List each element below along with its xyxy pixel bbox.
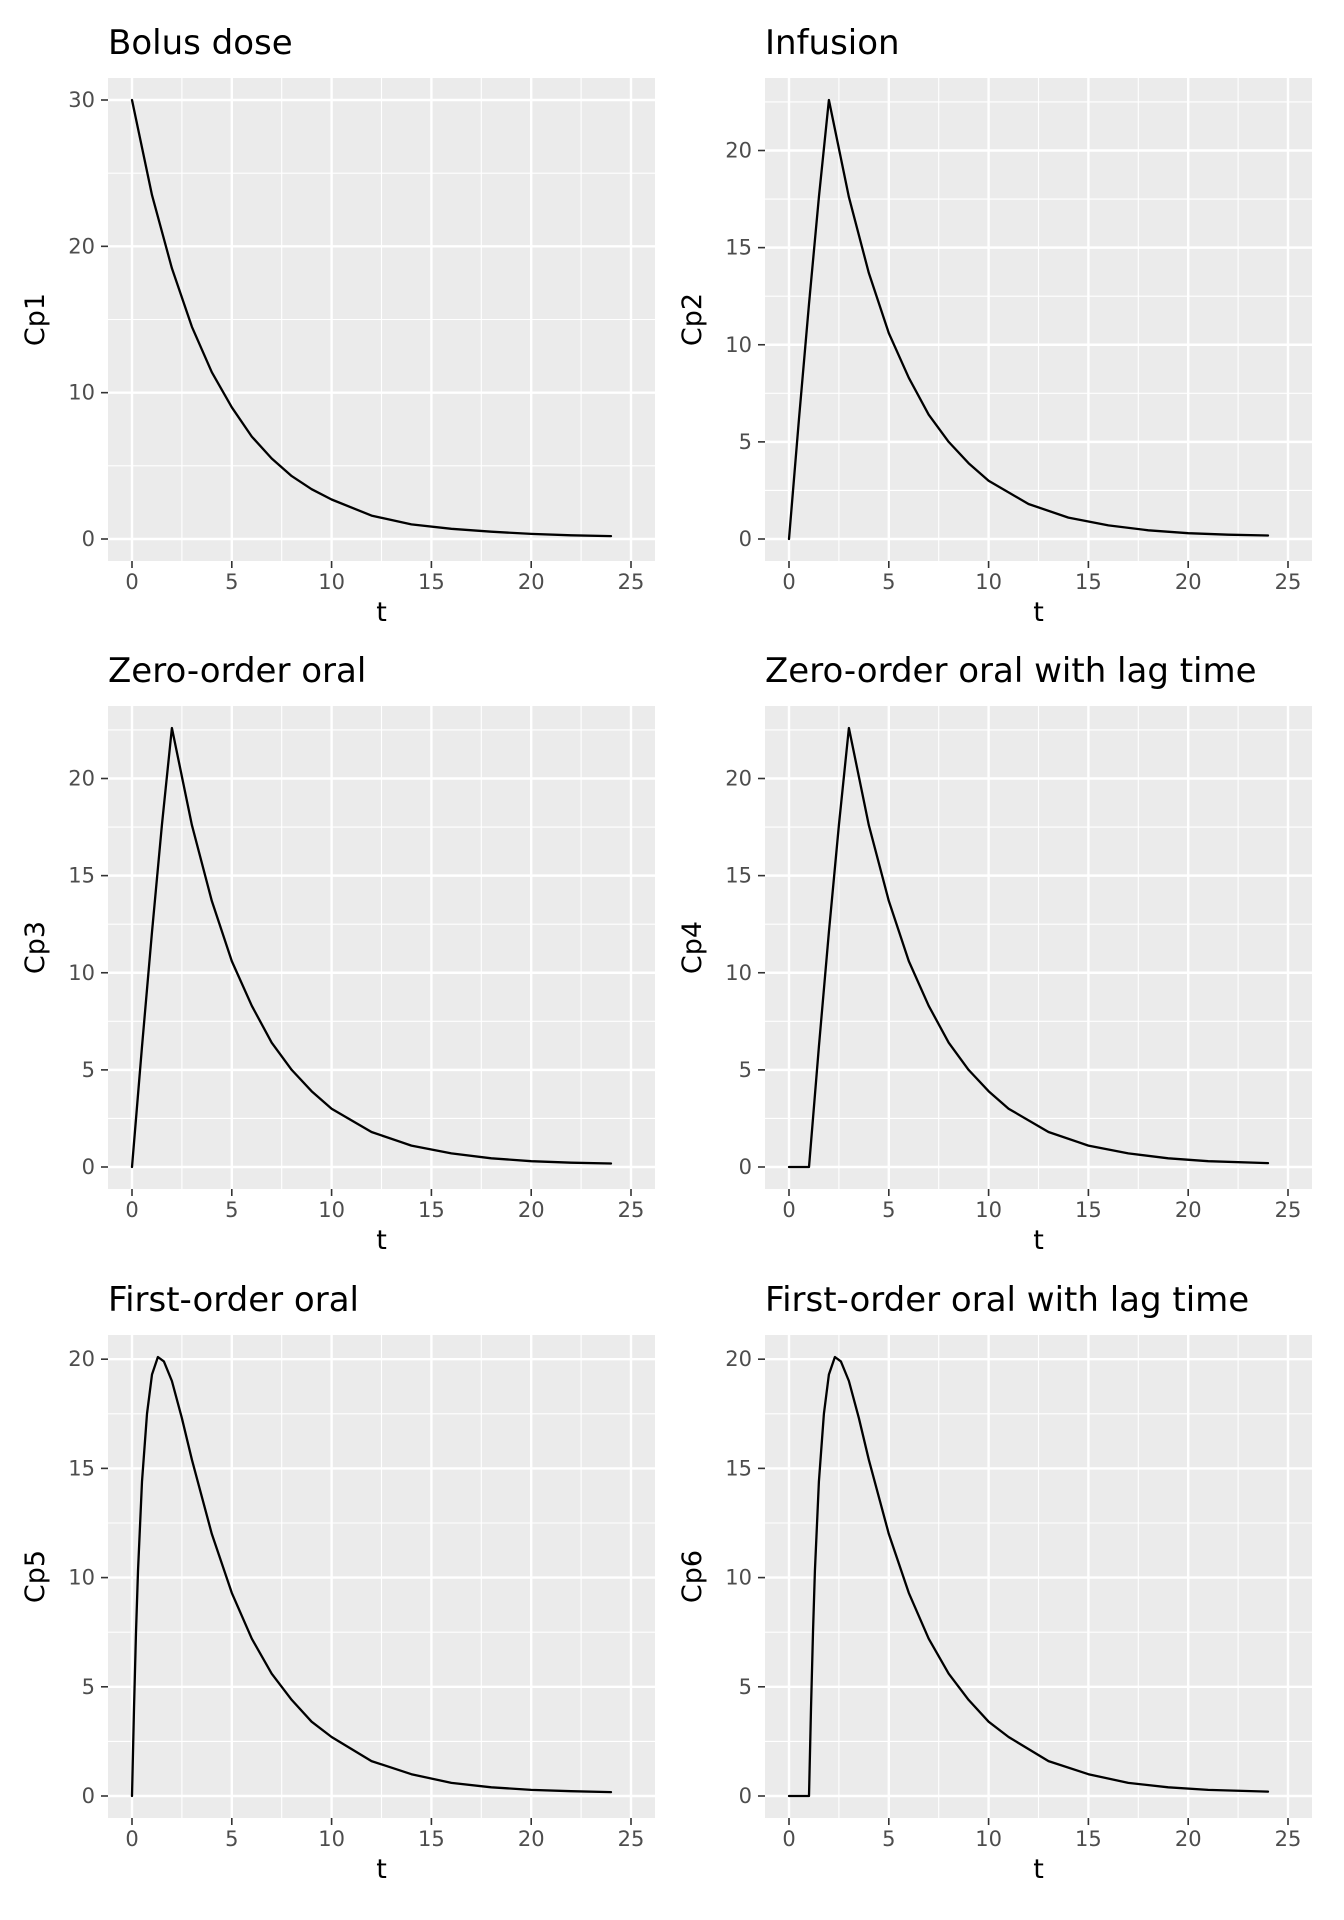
x-tick-label: 15 bbox=[418, 1198, 445, 1222]
y-axis-label: Cp3 bbox=[20, 921, 51, 974]
chart-panel-5: 0 5 10 15 20 25 0 5 10 15 20 First-order oral t Cp5 bbox=[20, 1280, 655, 1885]
x-tick-label: 10 bbox=[318, 1198, 345, 1222]
y-tick-label: 10 bbox=[725, 961, 752, 985]
series-line-1 bbox=[130, 726, 613, 1169]
x-tick-label: 15 bbox=[1075, 1827, 1102, 1851]
chart-title: Zero-order oral with lag time bbox=[765, 651, 1257, 691]
y-tick-label: 0 bbox=[82, 1784, 95, 1808]
y-tick-label: 20 bbox=[68, 1347, 95, 1371]
x-tick-label: 0 bbox=[782, 1198, 795, 1222]
y-tick-label: 15 bbox=[68, 864, 95, 888]
x-tick-label: 20 bbox=[1175, 1198, 1202, 1222]
series-line-1 bbox=[787, 726, 1270, 1169]
y-tick-label: 15 bbox=[725, 864, 752, 888]
y-tick-label: 5 bbox=[739, 1058, 752, 1082]
x-tick-label: 15 bbox=[1075, 570, 1102, 594]
y-tick-label: 20 bbox=[725, 1347, 752, 1371]
x-tick-label: 5 bbox=[225, 1827, 238, 1851]
x-tick-label: 25 bbox=[1275, 570, 1302, 594]
y-tick-label: 5 bbox=[82, 1675, 95, 1699]
y-tick-label: 15 bbox=[725, 236, 752, 260]
y-tick-label: 0 bbox=[739, 1155, 752, 1179]
y-axis-label: Cp6 bbox=[677, 1550, 708, 1603]
x-tick-label: 0 bbox=[782, 570, 795, 594]
y-tick-label: 0 bbox=[739, 527, 752, 551]
x-tick-label: 20 bbox=[1175, 570, 1202, 594]
series-line-1 bbox=[787, 98, 1270, 541]
x-tick-label: 20 bbox=[518, 1198, 545, 1222]
x-tick-label: 10 bbox=[975, 1198, 1002, 1222]
y-tick-label: 0 bbox=[82, 527, 95, 551]
y-axis-label: Cp4 bbox=[677, 921, 708, 974]
x-tick-label: 10 bbox=[318, 570, 345, 594]
y-tick-label: 30 bbox=[68, 88, 95, 112]
x-axis-label: t bbox=[376, 597, 387, 628]
y-axis-label: Cp2 bbox=[677, 293, 708, 346]
y-tick-label: 10 bbox=[725, 1566, 752, 1590]
x-tick-label: 0 bbox=[125, 1198, 138, 1222]
x-tick-label: 5 bbox=[882, 570, 895, 594]
y-tick-label: 0 bbox=[739, 1784, 752, 1808]
x-tick-label: 20 bbox=[518, 570, 545, 594]
y-tick-label: 5 bbox=[82, 1058, 95, 1082]
x-tick-label: 25 bbox=[1275, 1198, 1302, 1222]
y-tick-label: 20 bbox=[725, 139, 752, 163]
series-line-1 bbox=[130, 1355, 613, 1798]
x-tick-label: 5 bbox=[225, 570, 238, 594]
y-tick-label: 20 bbox=[68, 234, 95, 258]
x-tick-label: 0 bbox=[125, 570, 138, 594]
y-tick-label: 15 bbox=[725, 1456, 752, 1480]
chart-title: First-order oral with lag time bbox=[765, 1280, 1249, 1320]
x-tick-label: 10 bbox=[975, 1827, 1002, 1851]
x-tick-label: 20 bbox=[518, 1827, 545, 1851]
x-tick-label: 0 bbox=[125, 1827, 138, 1851]
chart-title: Infusion bbox=[765, 23, 900, 63]
chart-panel-3: 0 5 10 15 20 25 0 5 10 15 20 Zero-order oral t Cp3 bbox=[20, 651, 655, 1256]
x-tick-label: 5 bbox=[882, 1827, 895, 1851]
y-tick-label: 20 bbox=[725, 767, 752, 791]
x-tick-label: 25 bbox=[618, 570, 645, 594]
chart-title: Zero-order oral bbox=[108, 651, 366, 691]
chart-panel-2: 0 5 10 15 20 25 0 5 10 15 20 Infusion t Cp2 bbox=[677, 23, 1312, 628]
x-tick-label: 15 bbox=[1075, 1198, 1102, 1222]
y-tick-label: 10 bbox=[725, 333, 752, 357]
y-tick-label: 15 bbox=[68, 1456, 95, 1480]
series-line-1 bbox=[787, 1355, 1270, 1798]
chart-panel-1: 0 5 10 15 20 25 0 10 20 30 Bolus dose t Cp1 bbox=[20, 23, 655, 628]
y-tick-label: 0 bbox=[82, 1155, 95, 1179]
x-tick-label: 20 bbox=[1175, 1827, 1202, 1851]
x-axis-label: t bbox=[1033, 1854, 1044, 1885]
x-tick-label: 15 bbox=[418, 1827, 445, 1851]
y-axis-label: Cp1 bbox=[20, 293, 51, 346]
x-axis-label: t bbox=[1033, 597, 1044, 628]
x-tick-label: 10 bbox=[975, 570, 1002, 594]
x-tick-label: 25 bbox=[618, 1198, 645, 1222]
y-tick-label: 10 bbox=[68, 961, 95, 985]
y-tick-label: 5 bbox=[739, 430, 752, 454]
y-tick-label: 10 bbox=[68, 1566, 95, 1590]
y-tick-label: 10 bbox=[68, 381, 95, 405]
x-axis-label: t bbox=[376, 1854, 387, 1885]
x-tick-label: 10 bbox=[318, 1827, 345, 1851]
x-axis-label: t bbox=[1033, 1225, 1044, 1256]
chart-title: First-order oral bbox=[108, 1280, 359, 1320]
x-tick-label: 0 bbox=[782, 1827, 795, 1851]
x-tick-label: 15 bbox=[418, 570, 445, 594]
chart-title: Bolus dose bbox=[108, 23, 293, 63]
y-axis-label: Cp5 bbox=[20, 1550, 51, 1603]
chart-panel-6: 0 5 10 15 20 25 0 5 10 15 20 First-order oral with … bbox=[677, 1280, 1312, 1885]
series-line-1 bbox=[130, 98, 613, 538]
x-tick-label: 25 bbox=[618, 1827, 645, 1851]
chart-panel-4: 0 5 10 15 20 25 0 5 10 15 20 Zero-order oral with l… bbox=[677, 651, 1312, 1256]
x-tick-label: 5 bbox=[225, 1198, 238, 1222]
x-tick-label: 5 bbox=[882, 1198, 895, 1222]
y-tick-label: 5 bbox=[739, 1675, 752, 1699]
y-tick-label: 20 bbox=[68, 767, 95, 791]
x-tick-label: 25 bbox=[1275, 1827, 1302, 1851]
x-axis-label: t bbox=[376, 1225, 387, 1256]
